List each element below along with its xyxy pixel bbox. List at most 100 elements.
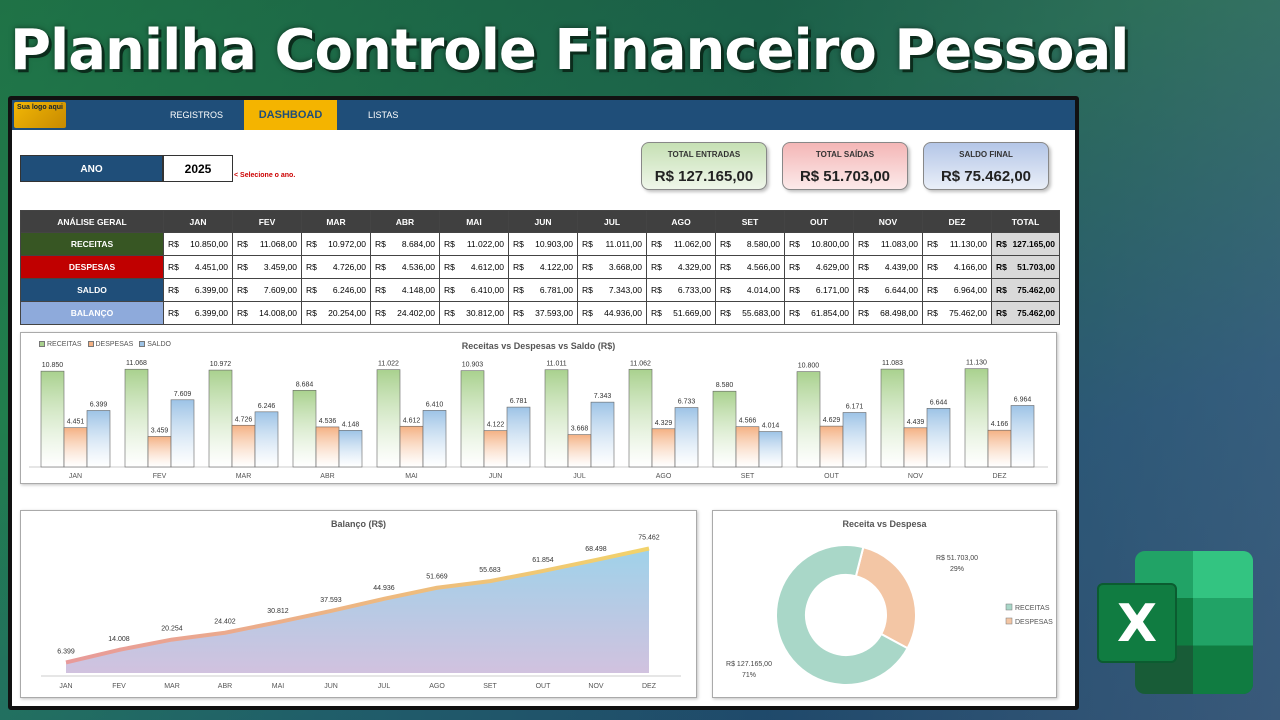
- bar-receitas: [964, 368, 989, 468]
- table-cell: R$ 6.399,00: [163, 278, 233, 302]
- currency: R$: [513, 308, 524, 318]
- bar-despesas: [399, 425, 424, 468]
- x-tick-label: NOV: [588, 683, 604, 690]
- currency: R$: [927, 285, 938, 295]
- card-value: R$ 75.462,00: [940, 168, 1032, 185]
- bar-chart-panel: RECEITAS DESPESAS SALDO Receitas vs Desp…: [20, 332, 1057, 484]
- amount: 11.062,00: [673, 239, 711, 249]
- amount: 61.854,00: [811, 308, 849, 318]
- table-row: BALANÇO R$ 6.399,00 R$ 14.008,00 R$ 20.254,00 R…: [20, 301, 1060, 325]
- currency: R$: [858, 262, 869, 272]
- bar-despesas: [483, 430, 508, 468]
- amount: 6.399,00: [194, 308, 228, 318]
- card-total-entradas: TOTAL ENTRADAS R$ 127.165,00: [641, 142, 767, 190]
- balance-line: [65, 546, 650, 665]
- tab-dashboard[interactable]: DASHBOAD: [244, 100, 337, 130]
- currency: R$: [996, 285, 1007, 295]
- month-header: FEV: [232, 210, 302, 233]
- currency: R$: [927, 308, 938, 318]
- currency: R$: [168, 239, 179, 249]
- excel-x-icon: X: [1097, 583, 1177, 663]
- currency: R$: [237, 285, 248, 295]
- amount: 44.936,00: [604, 308, 642, 318]
- bar-value-label: 10.972: [210, 361, 232, 368]
- bar-receitas: [880, 368, 905, 468]
- bar-value-label: 7.343: [594, 393, 612, 400]
- amount: 4.536,00: [401, 262, 435, 272]
- table-cell: R$ 4.148,00: [370, 278, 440, 302]
- table-row: RECEITAS R$ 10.850,00 R$ 11.068,00 R$ 10.972,0…: [20, 232, 1060, 256]
- currency: R$: [720, 308, 731, 318]
- currency: R$: [789, 239, 800, 249]
- x-tick-label: JUN: [324, 683, 338, 690]
- table-cell: R$ 10.972,00: [301, 232, 371, 256]
- amount: 11.130,00: [949, 239, 987, 249]
- bar-value-label: 6.246: [258, 403, 276, 410]
- area-value-label: 14.008: [108, 636, 130, 643]
- x-tick-label: DEZ: [993, 473, 1008, 480]
- currency: R$: [444, 285, 455, 295]
- currency: R$: [168, 308, 179, 318]
- currency: R$: [375, 285, 386, 295]
- table-total-cell: R$ 51.703,00: [991, 255, 1060, 279]
- bar-receitas: [712, 390, 737, 468]
- legend-swatch: [1005, 603, 1013, 611]
- table-cell: R$ 30.812,00: [439, 301, 509, 325]
- table-cell: R$ 4.451,00: [163, 255, 233, 279]
- x-tick-label: AGO: [429, 683, 445, 690]
- card-title: TOTAL SAÍDAS: [815, 150, 875, 159]
- year-select[interactable]: 2025: [163, 155, 233, 182]
- table-cell: R$ 6.644,00: [853, 278, 923, 302]
- x-tick-label: AGO: [656, 473, 672, 480]
- x-tick-label: MAI: [272, 683, 285, 690]
- currency: R$: [651, 308, 662, 318]
- row-label: RECEITAS: [20, 232, 164, 256]
- bar-value-label: 6.171: [846, 403, 864, 410]
- bar-value-label: 4.536: [319, 418, 337, 425]
- table-cell: R$ 3.668,00: [577, 255, 647, 279]
- bar-receitas: [376, 369, 401, 468]
- bar-despesas: [315, 426, 340, 468]
- currency: R$: [651, 262, 662, 272]
- tab-registros[interactable]: REGISTROS: [170, 110, 224, 120]
- table-cell: R$ 37.593,00: [508, 301, 578, 325]
- bar-value-label: 3.668: [571, 426, 589, 433]
- currency: R$: [582, 285, 593, 295]
- x-tick-label: MAR: [164, 683, 180, 690]
- month-header: OUT: [784, 210, 854, 233]
- currency: R$: [996, 262, 1007, 272]
- currency: R$: [513, 262, 524, 272]
- amount: 6.733,00: [677, 285, 711, 295]
- table-cell: R$ 51.669,00: [646, 301, 716, 325]
- amount: 4.612,00: [470, 262, 504, 272]
- bar-despesas: [903, 427, 928, 468]
- bar-saldo: [926, 408, 951, 468]
- currency: R$: [927, 239, 938, 249]
- amount: 20.254,00: [328, 308, 366, 318]
- amount: 30.812,00: [466, 308, 504, 318]
- table-cell: R$ 61.854,00: [784, 301, 854, 325]
- legend-despesas: DESPESAS: [87, 341, 133, 348]
- currency: R$: [306, 308, 317, 318]
- table-cell: R$ 11.011,00: [577, 232, 647, 256]
- table-cell: R$ 7.609,00: [232, 278, 302, 302]
- currency: R$: [168, 262, 179, 272]
- bar-legend: RECEITAS DESPESAS SALDO: [39, 341, 171, 348]
- amount: 4.451,00: [194, 262, 228, 272]
- amount: 10.800,00: [811, 239, 849, 249]
- bar-saldo: [170, 399, 195, 468]
- table-cell: R$ 4.439,00: [853, 255, 923, 279]
- x-tick-label: OUT: [536, 683, 552, 690]
- donut-chart: R$ 51.703,00 29% R$ 127.165,00 71% RECEITAS D…: [726, 544, 1053, 686]
- tab-listas[interactable]: LISTAS: [368, 110, 399, 120]
- bar-saldo: [674, 407, 699, 468]
- currency: R$: [996, 308, 1007, 318]
- row-label: BALANÇO: [20, 301, 164, 325]
- bar-receitas: [460, 370, 485, 468]
- currency: R$: [858, 285, 869, 295]
- amount: 6.171,00: [815, 285, 849, 295]
- bar-value-label: 6.781: [510, 398, 528, 405]
- bar-value-label: 4.612: [403, 417, 421, 424]
- table-cell: R$ 6.733,00: [646, 278, 716, 302]
- amount: 4.439,00: [884, 262, 918, 272]
